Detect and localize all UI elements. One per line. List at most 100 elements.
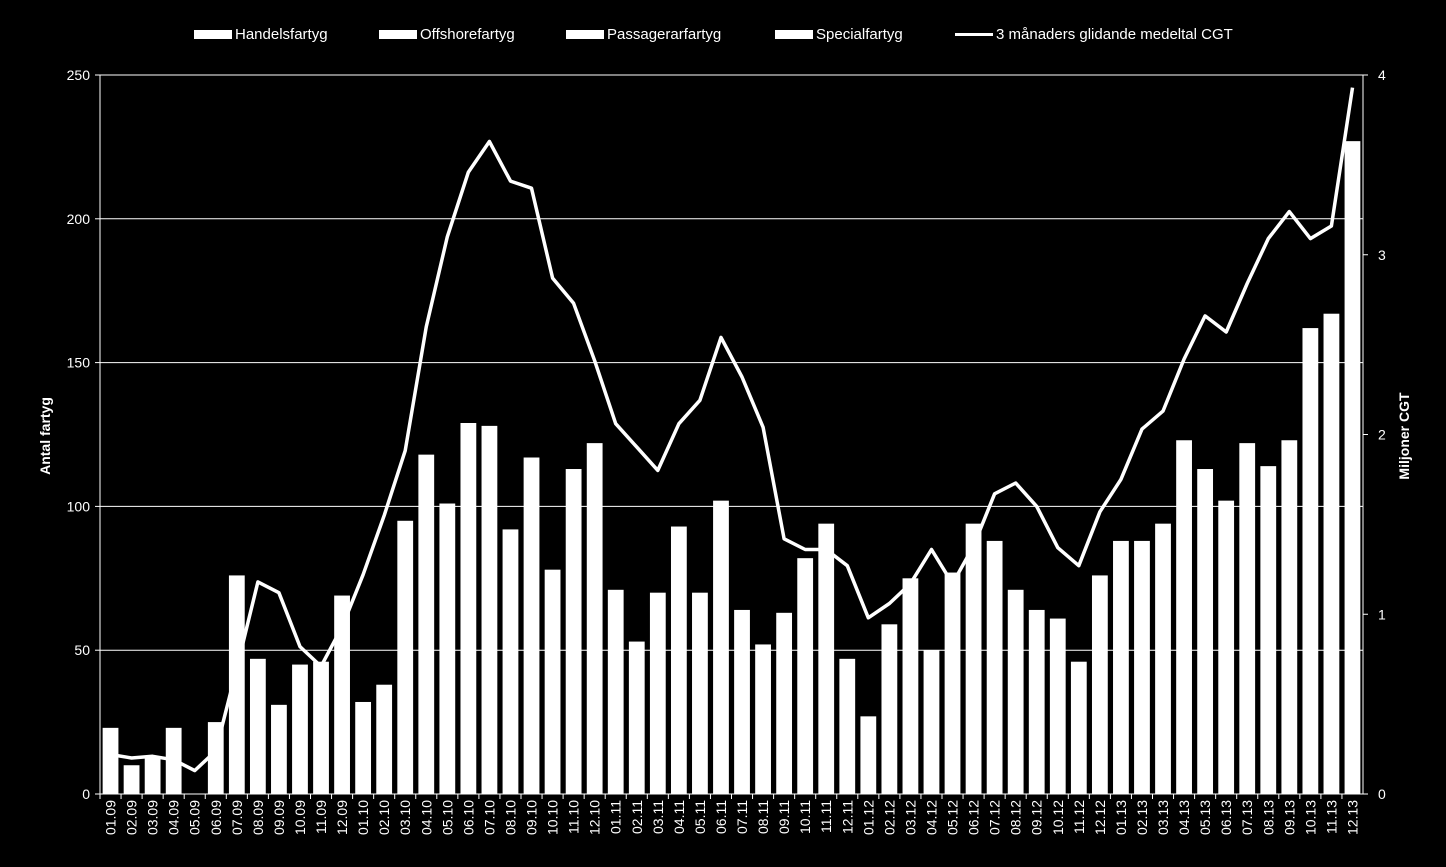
x-tick-label: 06.12 xyxy=(966,800,982,835)
bar xyxy=(565,469,582,794)
x-tick-label: 08.11 xyxy=(755,800,771,834)
legend-item-passagerarfartyg: Passagerarfartyg xyxy=(566,26,721,43)
y2-tick-label: 4 xyxy=(1378,67,1386,83)
x-tick-label: 05.09 xyxy=(187,800,203,835)
bar xyxy=(1197,469,1214,794)
x-tick-label: 08.10 xyxy=(502,800,518,835)
cgt-line xyxy=(110,87,1355,773)
x-tick-label: 06.09 xyxy=(208,800,224,835)
bar xyxy=(292,664,308,794)
x-tick-label: 11.12 xyxy=(1071,800,1087,834)
bar xyxy=(797,558,814,794)
bar xyxy=(544,569,561,794)
bar xyxy=(944,572,961,794)
y-tick-label: 150 xyxy=(67,355,91,371)
bar xyxy=(776,612,793,794)
x-tick-label: 08.09 xyxy=(250,800,266,835)
bar xyxy=(1302,328,1319,794)
bar xyxy=(1070,661,1087,794)
x-tick-label: 04.11 xyxy=(671,800,687,834)
x-tick-label: 04.10 xyxy=(418,800,434,835)
y2-tick-label: 2 xyxy=(1378,427,1386,443)
bar xyxy=(271,704,287,794)
x-tick-label: 01.13 xyxy=(1113,800,1129,835)
x-tick-label: 02.13 xyxy=(1134,800,1150,835)
legend: Handelsfartyg Offshorefartyg Passagerarf… xyxy=(0,26,1446,48)
bar xyxy=(839,658,856,794)
y-tick-label: 200 xyxy=(67,211,91,227)
x-tick-label: 11.11 xyxy=(818,800,834,833)
bar xyxy=(355,701,372,794)
x-tick-label: 12.11 xyxy=(839,800,855,834)
x-tick-label: 06.10 xyxy=(460,800,476,835)
bar xyxy=(123,765,140,794)
bar xyxy=(965,523,982,794)
x-tick-label: 07.13 xyxy=(1239,800,1255,835)
bar xyxy=(586,443,603,794)
bar xyxy=(902,578,919,794)
bar xyxy=(460,422,477,794)
x-tick-label: 10.11 xyxy=(797,800,813,834)
bar xyxy=(1239,443,1256,794)
bar xyxy=(881,624,898,794)
x-tick-label: 02.09 xyxy=(124,800,140,835)
legend-item-cgt-line: 3 månaders glidande medeltal CGT xyxy=(955,26,1233,43)
x-tick-label: 06.13 xyxy=(1218,800,1234,835)
bar xyxy=(1028,609,1045,794)
x-tick-label: 07.12 xyxy=(987,800,1003,835)
bar xyxy=(1007,589,1024,794)
x-tick-label: 01.09 xyxy=(103,800,119,835)
y-axis-title-right: Miljoner CGT xyxy=(1396,392,1412,480)
bar xyxy=(1344,141,1361,794)
x-tick-label: 01.12 xyxy=(860,800,876,835)
x-tick-label: 05.13 xyxy=(1197,800,1213,835)
legend-label: 3 månaders glidande medeltal CGT xyxy=(996,26,1233,43)
bar xyxy=(1155,523,1171,794)
bar xyxy=(692,592,708,794)
x-tick-label: 04.13 xyxy=(1176,800,1192,835)
x-tick-label: 10.09 xyxy=(292,800,308,835)
bar xyxy=(102,727,119,794)
x-tick-label: 12.10 xyxy=(587,800,603,835)
x-tick-label: 09.10 xyxy=(524,800,540,835)
bar xyxy=(1049,618,1066,794)
x-tick-label: 09.12 xyxy=(1029,800,1045,835)
bar xyxy=(1218,500,1235,794)
legend-swatch xyxy=(955,33,993,36)
x-tick-label: 01.10 xyxy=(355,800,371,835)
legend-item-specialfartyg: Specialfartyg xyxy=(775,26,903,43)
x-tick-label: 03.11 xyxy=(650,800,666,834)
legend-swatch xyxy=(194,30,232,39)
legend-label: Offshorefartyg xyxy=(420,26,515,43)
bar xyxy=(607,589,624,794)
y2-tick-label: 0 xyxy=(1378,786,1386,802)
y-tick-label: 50 xyxy=(74,642,90,658)
x-tick-label: 03.12 xyxy=(902,800,918,835)
bar xyxy=(923,650,940,794)
x-tick-label: 12.13 xyxy=(1344,800,1360,835)
x-tick-label: 07.09 xyxy=(229,800,245,835)
bar xyxy=(523,457,540,794)
y2-tick-label: 3 xyxy=(1378,247,1386,263)
x-tick-label: 03.10 xyxy=(397,800,413,835)
bar xyxy=(1281,440,1298,794)
x-tick-label: 09.09 xyxy=(271,800,287,835)
bar xyxy=(334,595,350,794)
bar xyxy=(734,609,750,794)
bar xyxy=(397,520,414,794)
y-tick-label: 250 xyxy=(67,67,91,83)
y-tick-label: 100 xyxy=(67,498,91,514)
x-tick-label: 10.13 xyxy=(1302,800,1318,835)
bar xyxy=(418,454,435,794)
bar xyxy=(755,644,771,794)
legend-item-handelsfartyg: Handelsfartyg xyxy=(194,26,328,43)
x-tick-label: 01.11 xyxy=(608,800,624,834)
y2-tick-label: 1 xyxy=(1378,606,1386,622)
bar xyxy=(228,575,245,794)
x-tick-label: 12.09 xyxy=(334,800,350,835)
x-tick-label: 03.09 xyxy=(145,800,161,835)
bar xyxy=(628,641,645,794)
bar xyxy=(986,540,1003,794)
